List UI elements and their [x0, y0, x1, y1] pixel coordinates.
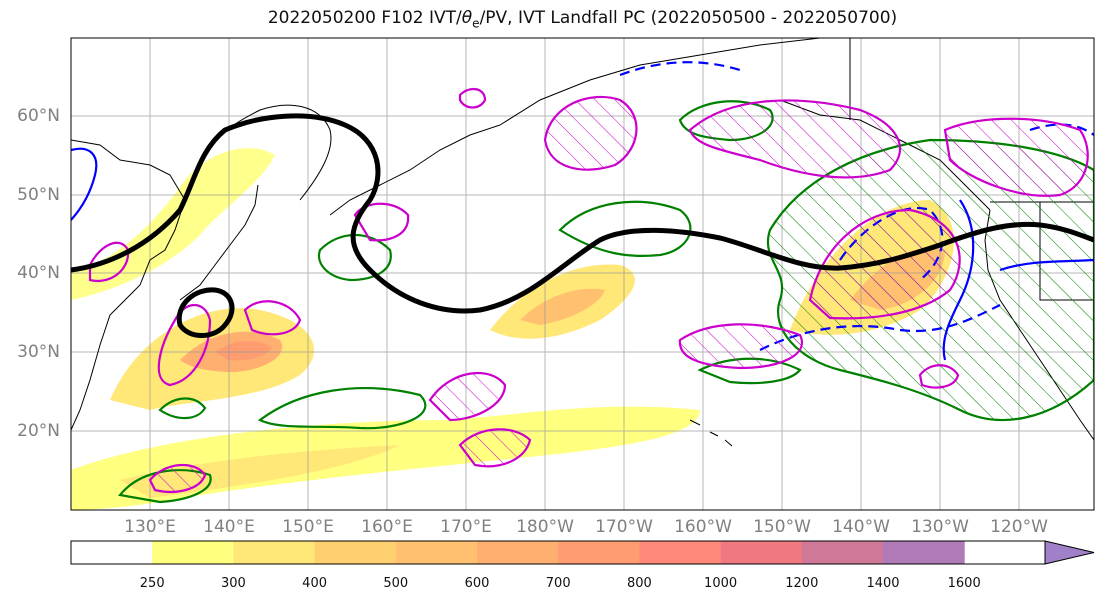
colorbar-tick-label: 1000: [704, 576, 738, 591]
ivt-core-central: [520, 288, 605, 325]
pv-region-east: [808, 208, 961, 320]
lon-label-140w: 140°W: [832, 517, 890, 537]
pv-region-north: [543, 95, 638, 171]
colorbar-tick-label: 300: [220, 576, 246, 591]
colorbar-swatches: [71, 541, 965, 564]
colorbar-tick-label: 400: [302, 576, 328, 591]
pv-contours: [88, 87, 1089, 493]
lon-label-170w: 170°W: [595, 517, 653, 537]
jet-cutoff: [176, 287, 235, 338]
colorbar-swatch: [71, 541, 153, 564]
lon-label-160w: 160°W: [674, 517, 732, 537]
pc-region-south: [257, 387, 427, 430]
pv-region-tropics-west: [148, 463, 207, 493]
theta-e-positive-west: [71, 147, 98, 221]
colorbar-swatch: [477, 541, 559, 564]
colorbar-swatch: [639, 541, 722, 564]
lon-label-170e: 170°E: [440, 517, 492, 537]
lon-label-130w: 130°W: [911, 517, 969, 537]
lon-label-140e: 140°E: [203, 517, 255, 537]
pv-region-tropical: [458, 428, 532, 468]
map-title: 2022050200 F102 IVT/θe/PV, IVT Landfall …: [267, 8, 898, 31]
jet-main: [71, 113, 1094, 314]
pc-region-tropics: [117, 469, 212, 504]
colorbar-swatch: [395, 541, 478, 564]
colorbar-swatch: [883, 541, 965, 564]
lon-label-160e: 160°E: [361, 517, 413, 537]
lon-label-150w: 150°W: [753, 517, 811, 537]
lat-label-20: 20°N: [17, 421, 60, 441]
map-border: [70, 37, 1095, 511]
lon-label-150e: 150°E: [282, 517, 334, 537]
colorbar-tick-label: 700: [545, 576, 571, 591]
lon-label-130e: 130°E: [124, 517, 176, 537]
colorbar-swatch: [720, 541, 803, 564]
ivt-region-japan: [71, 148, 275, 300]
lon-label-120w: 120°W: [990, 517, 1048, 537]
colorbar-extend-arrow: [1044, 540, 1095, 565]
aleutian-chain: [329, 124, 501, 216]
colorbar-tick-label: 600: [464, 576, 490, 591]
pv-region-gulf: [943, 117, 1089, 197]
hawaii-islands: [689, 419, 733, 447]
asia-coast: [71, 139, 186, 431]
jet-contour: [71, 113, 1094, 338]
pv-region-northeast: [688, 99, 901, 179]
lat-label-60: 60°N: [17, 106, 60, 126]
colorbar-swatch: [152, 541, 234, 564]
japan-islands: [179, 184, 259, 301]
colorbar-tick-label: 250: [139, 576, 165, 591]
theta-e-positive-east: [942, 199, 975, 361]
lat-label-40: 40°N: [17, 263, 60, 283]
pv-region-west-pacific: [243, 300, 302, 336]
pv-region-central: [428, 371, 507, 422]
theta-e-positive-coast: [999, 258, 1094, 272]
lon-label-180w: 180°W: [516, 517, 574, 537]
colorbar-swatch: [558, 541, 640, 564]
colorbar-tick-label: 1200: [785, 576, 819, 591]
pv-region-midlat: [678, 323, 803, 370]
colorbar-swatch: [801, 541, 884, 564]
colorbar-tick-label: 1600: [947, 576, 981, 591]
colorbar-tick-label: 500: [383, 576, 409, 591]
colorbar-swatch: [314, 541, 397, 564]
colorbar-swatch: [233, 541, 316, 564]
lat-label-30: 30°N: [17, 342, 60, 362]
pv-region-far-north: [458, 87, 487, 109]
colorbar-tick-label: 1400: [866, 576, 900, 591]
pc-region-west2: [158, 397, 207, 420]
colorbar-tick-label: 800: [626, 576, 652, 591]
lat-label-50: 50°N: [17, 185, 60, 205]
alaska-coast: [499, 38, 821, 126]
pv-region-hawaii: [918, 364, 960, 389]
pv-region-west: [157, 303, 212, 387]
